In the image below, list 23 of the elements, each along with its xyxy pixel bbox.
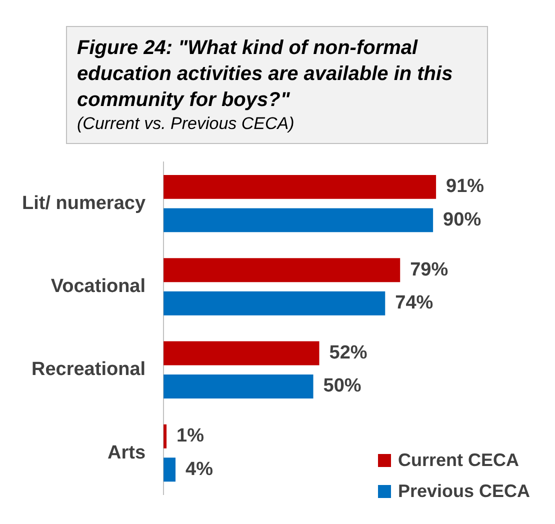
bar [164,458,176,482]
chart-subtitle: (Current vs. Previous CECA) [77,113,296,135]
bar [164,174,436,199]
data-label: 74% [395,292,434,314]
y-tick-label: Vocational [50,276,146,297]
data-label: 50% [323,376,362,397]
data-label: 90% [443,209,482,230]
bar [164,291,386,316]
legend-label: Current CECA [398,450,519,471]
y-tick-label: Recreational [31,359,146,380]
chart-title: Figure 24: "What kind of non-formal education activities are available in this community for boys?" [77,36,454,113]
y-tick-label: Lit/ numeracy [22,192,146,214]
y-tick-label: Arts [108,442,146,464]
legend-label: Previous CECA [398,481,530,502]
bar [164,374,314,398]
bar [164,258,400,282]
data-label: 52% [329,342,368,364]
data-label: 91% [446,176,484,198]
data-label: 79% [410,259,448,280]
data-label: 4% [186,458,214,480]
bar [164,208,434,232]
data-label: 1% [176,426,204,447]
bar [164,341,320,366]
